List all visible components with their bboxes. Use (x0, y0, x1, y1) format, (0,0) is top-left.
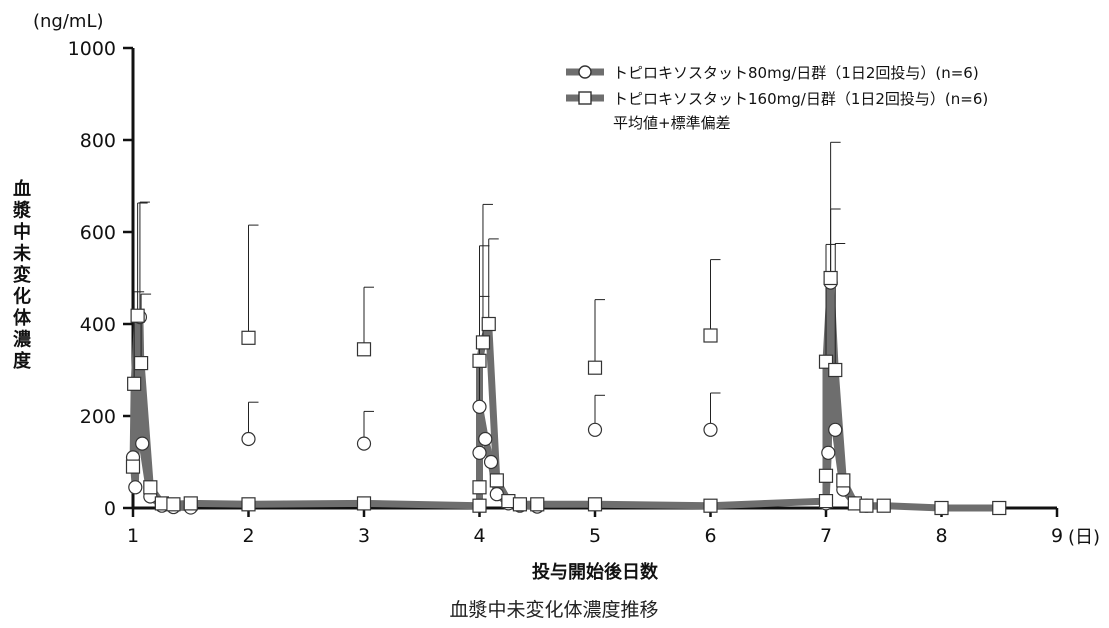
series-160mg-point (859, 498, 874, 513)
series-80mg-point (135, 436, 150, 451)
series-160mg-point (818, 468, 834, 483)
series-160mg-point (475, 335, 491, 350)
y-unit-label: (ng/mL) (33, 11, 104, 32)
series-80mg-point (356, 436, 372, 451)
x-tick-label: 3 (358, 525, 370, 547)
legend-label-80mg: トピロキソスタット80mg/日群（1日2回投与）(n=6) (613, 64, 979, 82)
series-80mg-point (703, 422, 718, 437)
series-160mg-point (489, 473, 504, 488)
y-axis-title: 血漿中未変化体濃度 (12, 178, 32, 372)
series-160mg-point (356, 496, 372, 511)
series-160mg-point (876, 498, 891, 513)
series-160mg-point (587, 497, 603, 512)
x-axis-title: 投与開始後日数 (532, 561, 659, 583)
series-160mg-point (703, 328, 718, 343)
series-160mg-point (828, 362, 843, 378)
series-80mg-point (828, 422, 843, 437)
series-160mg-point (481, 316, 496, 332)
series-80mg-point (821, 445, 836, 460)
series-160mg-point (934, 500, 949, 516)
series-160mg-point (241, 497, 256, 512)
series-160mg-point (836, 473, 851, 488)
legend-label-160mg: トピロキソスタット160mg/日群（1日2回投与）(n=6) (613, 90, 988, 108)
legend-note: 平均値+標準偏差 (613, 114, 731, 132)
x-tick-label: 4 (473, 525, 485, 547)
series-160mg-point (823, 270, 838, 286)
x-tick-label: 5 (589, 525, 601, 547)
y-tick-label: 1000 (68, 38, 116, 60)
series-160mg-point (472, 353, 487, 368)
y-tick-label: 600 (80, 222, 116, 244)
series-160mg-point (125, 459, 141, 474)
series-160mg-point (472, 480, 487, 495)
series-80mg-point (241, 431, 256, 447)
series-160mg-point (992, 500, 1007, 516)
legend-square-marker (578, 91, 592, 105)
series-160mg-point (127, 376, 142, 391)
series-160mg-point (143, 480, 158, 495)
series-160mg-point (356, 342, 372, 357)
x-tick-label: 2 (242, 525, 254, 547)
y-tick-label: 200 (80, 406, 116, 428)
series-80mg-point (587, 422, 603, 437)
series-160mg-point (133, 356, 149, 371)
series-160mg-point (241, 330, 256, 345)
series-80mg-point (478, 431, 493, 447)
series-160mg-point (818, 494, 834, 509)
series-160mg-line (129, 274, 1003, 512)
series-80mg-point (472, 399, 487, 414)
series-80mg-point (472, 445, 487, 460)
x-tick-label: 7 (820, 525, 832, 547)
x-tick-label: 9 (1051, 525, 1063, 547)
series-160mg-point (703, 498, 718, 513)
series-160mg-point (166, 497, 181, 512)
x-tick-label: 1 (127, 525, 139, 547)
y-tick-label: 0 (104, 498, 116, 520)
figure-caption: 血漿中未変化体濃度推移 (449, 599, 658, 621)
error-bars-layer (133, 141, 846, 444)
x-tick-label: 8 (935, 525, 947, 547)
y-tick-label: 800 (80, 130, 116, 152)
series-160mg-point (130, 308, 145, 323)
x-unit-label: (日) (1068, 527, 1100, 548)
y-tick-label: 400 (80, 314, 116, 336)
series-160mg-point (472, 498, 487, 513)
axes-layer: 0 200 400 600 800 1000 1 2 3 4 5 6 7 8 9 (68, 38, 1063, 547)
markers-layer (125, 270, 1007, 516)
series-160mg-point (530, 497, 545, 512)
x-tick-label: 6 (704, 525, 716, 547)
series-160mg-point (512, 497, 528, 512)
legend: トピロキソスタット80mg/日群（1日2回投与）(n=6) トピロキソスタット1… (566, 64, 988, 132)
series-160mg-point (183, 496, 198, 511)
series-80mg-point (483, 454, 499, 470)
series-80mg-point (128, 480, 143, 495)
series-160mg-point (587, 360, 603, 375)
series-lines-layer (129, 274, 1003, 512)
legend-circle-marker (578, 65, 592, 79)
